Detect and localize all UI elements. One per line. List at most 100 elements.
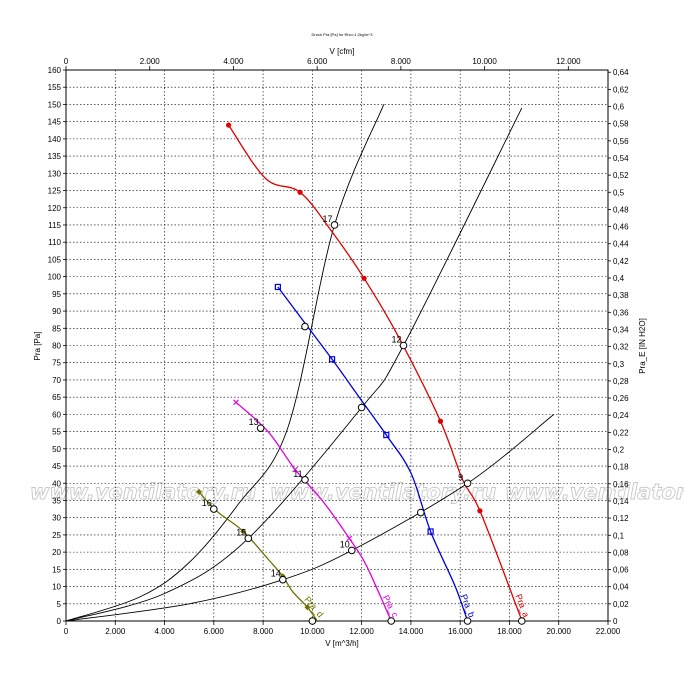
y-tick-label: 90 [52, 307, 61, 316]
y-tick-label: 75 [52, 359, 61, 368]
y-tick-label: 105 [48, 255, 62, 264]
operating-point [308, 617, 317, 625]
y2-tick-label: 0,44 [613, 240, 629, 249]
y2-tick-label: 0,4 [613, 274, 625, 283]
data-point [233, 399, 239, 406]
data-point [240, 528, 247, 535]
data-point [297, 189, 303, 195]
grid [66, 70, 608, 621]
y2-tick-label: 0,42 [613, 257, 629, 266]
y2-tick-label: 0,16 [613, 480, 629, 489]
y2-tick-label: 0,14 [613, 497, 629, 506]
data-point [383, 431, 390, 439]
x-tick-label: 4.000 [155, 627, 176, 636]
x-tick-label: 10.000 [300, 627, 325, 636]
y2-tick-label: 0,54 [613, 154, 629, 163]
y2-tick-label: 0,12 [613, 514, 629, 523]
y-tick-label: 135 [48, 152, 62, 161]
y-tick-label: 5 [57, 600, 62, 609]
y2-tick-label: 0,5 [613, 188, 625, 197]
chart-title: Druck Pra [Pa] for Rho=1.2kg/m^3 [312, 32, 374, 37]
y-tick-label: 95 [52, 290, 61, 299]
x-tick-label: 12.000 [349, 627, 374, 636]
system-curves [65, 104, 555, 622]
data-point [226, 122, 232, 128]
y2-tick-label: 0,18 [613, 463, 629, 472]
operating-point [463, 479, 472, 488]
series-line-pra-a [228, 124, 523, 622]
y2-tick-label: 0,6 [613, 103, 625, 112]
series-label-pra-b: Pra_b [459, 593, 477, 619]
y-tick-label: 145 [48, 118, 62, 127]
operating-point-label: 11 [293, 469, 302, 479]
x-tick-label: 8.000 [253, 627, 274, 636]
y2-tick-label: 0,62 [613, 85, 629, 94]
y-tick-label: 45 [52, 462, 61, 471]
y2-tick-label: 0,36 [613, 308, 629, 317]
y-tick-label: 55 [52, 428, 61, 437]
y2-tick-label: 0,32 [613, 343, 629, 352]
system-curve-3 [65, 414, 555, 622]
y2-tick-label: 0,28 [613, 377, 629, 386]
y2-tick-label: 0,58 [613, 120, 629, 129]
x-tick-label: 16.000 [448, 627, 473, 636]
y-tick-label: 80 [52, 342, 61, 351]
x2-axis-label: V [cfm] [330, 47, 355, 56]
axes: 0 2.000 4.000 6.000 8.000 10.000 12.000 14.000 1… [48, 57, 629, 636]
data-point [274, 283, 281, 291]
y-tick-label: 40 [52, 479, 61, 488]
y2-tick-label: 0,46 [613, 223, 629, 232]
y-tick-label: 60 [52, 410, 61, 419]
y2-tick-label: 0,26 [613, 394, 629, 403]
y-tick-label: 155 [48, 83, 62, 92]
y2-tick-label: 0,2 [613, 446, 625, 455]
x-tick-label: 22.000 [596, 627, 621, 636]
operating-point [387, 617, 396, 625]
y-tick-label: 20 [52, 548, 61, 557]
y-tick-label: 65 [52, 393, 61, 402]
y-tick-label: 30 [52, 514, 61, 523]
y2-tick-label: 0,64 [613, 68, 629, 77]
operating-point [517, 617, 526, 625]
x-tick-label: 14.000 [399, 627, 424, 636]
series-pra-a: Pra_a [226, 122, 531, 622]
operating-point [399, 341, 408, 350]
operating-point-label: 15 [236, 527, 246, 537]
watermark-layer: www.ventilatory.ru www.ventilatory.ru www.… [30, 480, 684, 505]
y-axis-label: Pra [Pa] [33, 332, 42, 361]
watermark-text: www.ventilatory.ru [30, 480, 256, 504]
y2-tick-label: 0 [613, 617, 618, 626]
operating-point [301, 322, 309, 331]
y-tick-label: 140 [48, 135, 62, 144]
y2-tick-label: 0,38 [613, 291, 629, 300]
y-tick-label: 85 [52, 324, 61, 333]
y2-tick-label: 0,48 [613, 205, 629, 214]
data-point [304, 604, 311, 611]
y-tick-label: 35 [52, 496, 61, 505]
x-tick-label: 6.000 [204, 627, 225, 636]
operating-point [347, 546, 356, 555]
y2-tick-label: 0,02 [613, 600, 629, 609]
x2-tick-label: 0 [64, 57, 69, 66]
operating-point [210, 505, 218, 513]
y-tick-label: 50 [52, 445, 61, 454]
x2-tick-label: 6.000 [307, 57, 328, 66]
operating-points: 17 12 9 13 11 10 16 15 14 [202, 214, 526, 625]
y2-tick-label: 0,08 [613, 548, 629, 557]
y-tick-label: 160 [48, 66, 62, 75]
y2-axis-label: Pra_E [IN H2O] [638, 318, 647, 374]
data-point [437, 418, 444, 424]
operating-point [416, 508, 425, 517]
series-label-pra-c: Pra_c [381, 593, 401, 619]
operating-point [301, 476, 309, 484]
x-tick-label: 0 [64, 627, 69, 636]
x2-tick-label: 12.000 [556, 57, 581, 66]
y2-tick-label: 0,24 [613, 411, 629, 420]
y-tick-label: 120 [48, 204, 62, 213]
x-tick-label: 18.000 [497, 627, 522, 636]
data-point [196, 488, 203, 495]
operating-point-label: 13 [249, 417, 259, 427]
y-tick-label: 130 [48, 169, 62, 178]
x2-tick-label: 4.000 [223, 57, 244, 66]
